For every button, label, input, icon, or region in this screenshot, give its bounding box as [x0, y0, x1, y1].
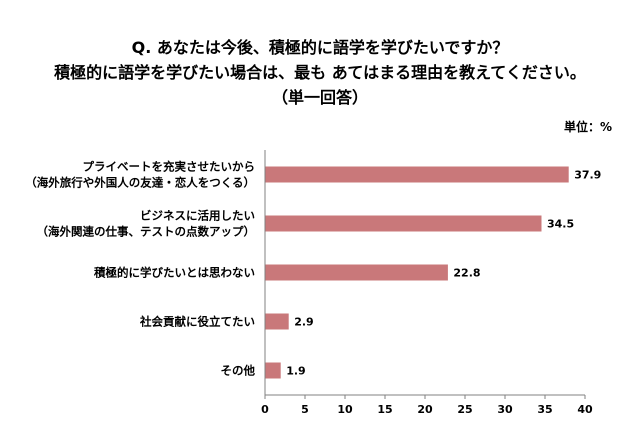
category-label-4-0: その他 — [221, 364, 256, 378]
chart-title-line-2: 積極的に語学を学びたい場合は、最も あてはまる理由を教えてください。 — [54, 63, 586, 82]
x-tick-label-8: 40 — [577, 403, 593, 416]
category-label-1-0: ビジネスに活用したい — [140, 209, 255, 223]
unit-label: 単位：% — [563, 120, 612, 134]
bar-4 — [265, 362, 281, 379]
x-tick-label-0: 0 — [261, 403, 269, 416]
value-label-2: 22.8 — [453, 267, 480, 280]
bar-1 — [265, 215, 542, 232]
value-label-4: 1.9 — [286, 365, 306, 378]
category-label-3-0: 社会貢献に役立てたい — [139, 315, 255, 329]
category-label-0-1: （海外旅行や外国人の友達・恋人をつくる） — [25, 176, 255, 190]
x-ticks-group: 0 5 10 15 20 25 30 35 40 — [261, 395, 593, 416]
value-label-3: 2.9 — [294, 316, 314, 329]
category-label-1-1: （海外関連の仕事、テストの点数アップ） — [37, 225, 256, 239]
x-tick-label-4: 20 — [417, 403, 433, 416]
bar-0 — [265, 166, 569, 183]
x-tick-label-3: 15 — [377, 403, 392, 416]
chart-title-line-1: Q. あなたは今後、積極的に語学を学びたいですか？ — [131, 38, 509, 57]
chart-title-line-3: （単一回答） — [271, 88, 368, 107]
x-tick-label-1: 5 — [301, 403, 309, 416]
x-tick-label-7: 35 — [537, 403, 552, 416]
x-tick-label-6: 30 — [497, 403, 513, 416]
x-tick-label-5: 25 — [457, 403, 472, 416]
x-tick-label-2: 10 — [337, 403, 353, 416]
value-label-0: 37.9 — [574, 169, 601, 182]
category-labels-group: プライベートを充実させたいから （海外旅行や外国人の友達・恋人をつくる） ビジネスに… — [25, 160, 255, 378]
bar-2 — [265, 264, 448, 281]
value-label-1: 34.5 — [547, 218, 574, 231]
bars-group: 37.9 34.5 22.8 2.9 1.9 — [265, 166, 601, 379]
category-label-0-0: プライベートを充実させたいから — [83, 160, 256, 174]
bar-3 — [265, 313, 289, 330]
category-label-2-0: 積極的に学びたいとは思わない — [93, 266, 255, 280]
